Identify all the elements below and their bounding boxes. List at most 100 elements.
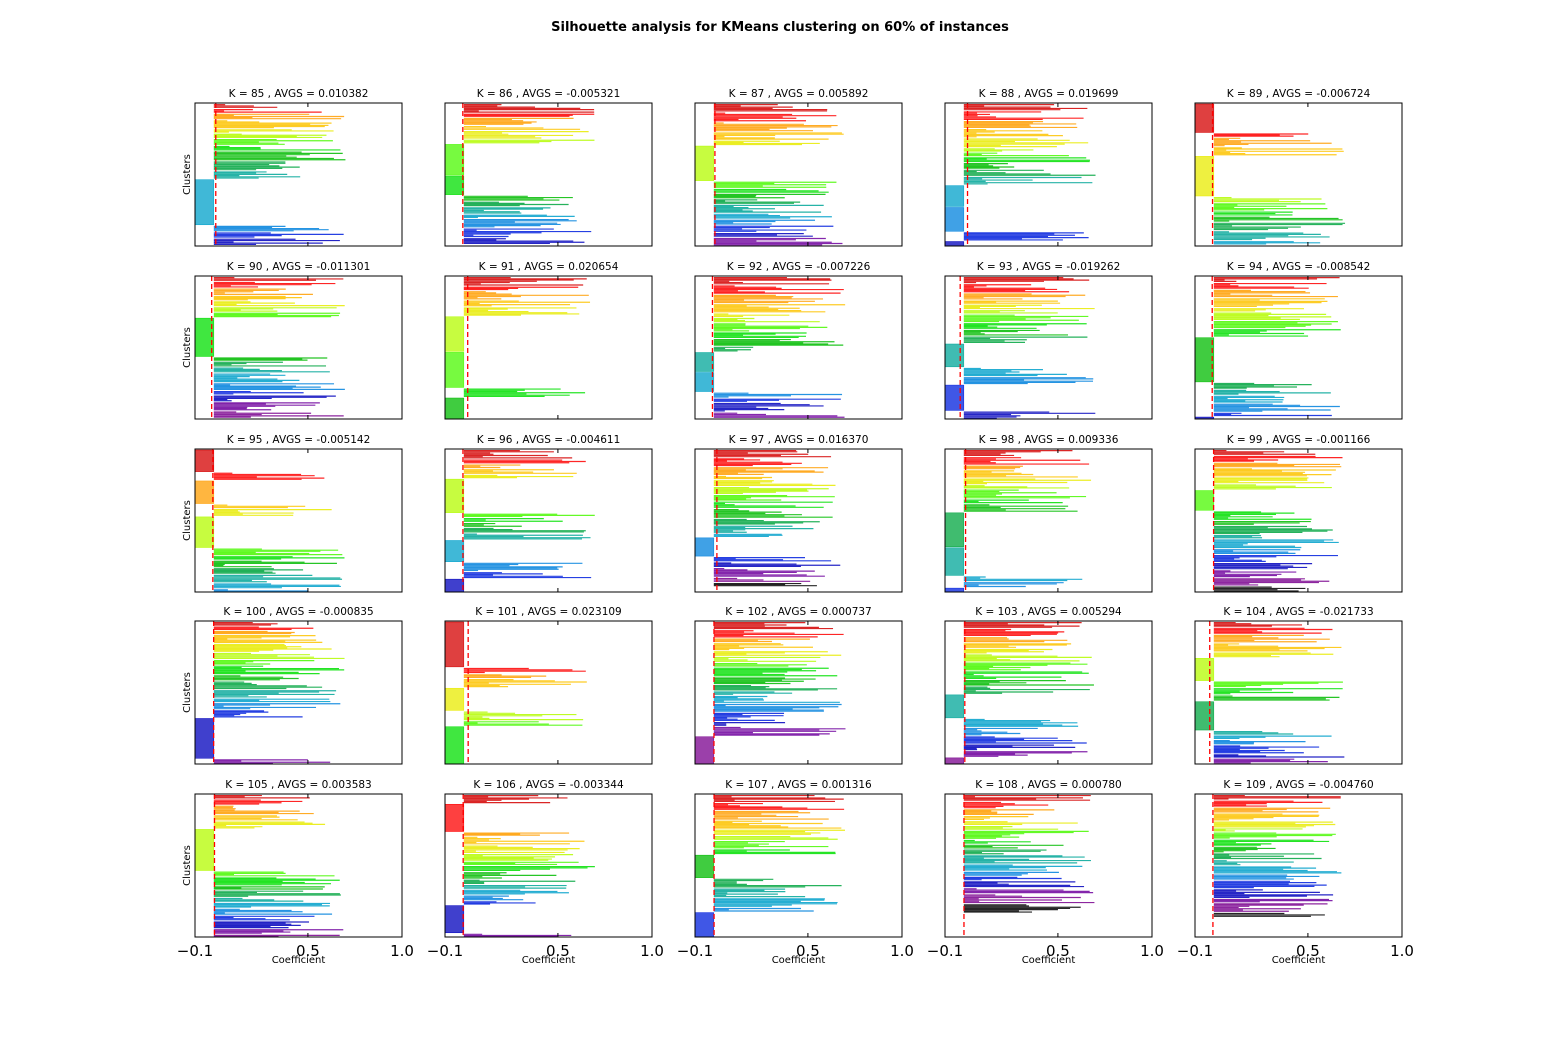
cluster-band	[1213, 860, 1294, 866]
cluster-band	[1213, 277, 1340, 282]
cluster-band	[945, 207, 965, 232]
cluster-band	[213, 915, 315, 921]
cluster-fill	[945, 185, 965, 207]
cluster-band	[963, 680, 1094, 686]
cluster-fill	[945, 757, 965, 764]
cluster-band	[963, 576, 1083, 582]
cluster-band	[963, 411, 1096, 419]
cluster-band	[1213, 853, 1322, 860]
cluster-band	[713, 199, 801, 204]
cluster-band	[713, 475, 773, 480]
x-tick-label: −0.1	[427, 942, 463, 960]
silhouette-marks	[963, 794, 1095, 913]
cluster-band	[213, 815, 298, 821]
cluster-band	[1213, 813, 1320, 821]
cluster-fill	[195, 179, 215, 226]
silhouette-panel-k103: K = 103 , AVGS = 0.005294	[944, 606, 1153, 765]
cluster-band	[1195, 658, 1215, 681]
cluster-band	[213, 698, 331, 703]
cluster-band	[463, 518, 563, 522]
cluster-band	[695, 352, 715, 372]
cluster-band	[713, 577, 811, 582]
cluster-band	[213, 799, 303, 805]
cluster-band	[213, 556, 345, 560]
cluster-band	[463, 854, 574, 861]
cluster-fill	[195, 516, 215, 548]
cluster-fill	[445, 478, 465, 513]
cluster-band	[1213, 754, 1345, 758]
cluster-band	[213, 307, 337, 312]
axes-frame	[944, 448, 1153, 593]
cluster-band	[1213, 137, 1332, 147]
cluster-band	[213, 877, 340, 886]
cluster-band	[963, 809, 1055, 815]
cluster-band	[695, 854, 715, 878]
cluster-band	[1213, 695, 1340, 701]
axes-frame	[444, 102, 653, 247]
cluster-fill	[445, 175, 465, 195]
cluster-band	[713, 480, 836, 486]
cluster-band	[463, 879, 576, 884]
cluster-band	[1213, 312, 1332, 320]
cluster-band	[963, 152, 1069, 157]
cluster-band	[963, 323, 1087, 329]
panel-title: K = 90 , AVGS = -0.011301	[227, 261, 371, 273]
cluster-band	[713, 193, 826, 199]
silhouette-marks	[945, 277, 1096, 419]
panel-title: K = 102 , AVGS = 0.000737	[725, 606, 871, 618]
cluster-fill	[945, 694, 965, 719]
cluster-band	[963, 662, 1088, 671]
silhouette-marks	[445, 450, 595, 592]
cluster-band	[463, 238, 585, 245]
cluster-band	[213, 295, 302, 301]
cluster-band	[1213, 731, 1294, 735]
cluster-band	[963, 138, 1089, 148]
panel-title: K = 103 , AVGS = 0.005294	[975, 606, 1122, 618]
axes-frame	[444, 793, 653, 938]
cluster-band	[213, 504, 306, 509]
cluster-band	[713, 232, 813, 237]
cluster-band	[963, 329, 1069, 336]
cluster-band	[963, 736, 1087, 744]
cluster-band	[963, 310, 1058, 314]
cluster-band	[713, 112, 837, 122]
cluster-band	[963, 718, 1079, 727]
silhouette-marks	[1195, 450, 1343, 592]
silhouette-panel-k108: K = 108 , AVGS = 0.000780 −0.1 0.5 1.0 Coeff…	[927, 779, 1164, 966]
cluster-band	[963, 648, 1053, 654]
axes-frame	[444, 620, 653, 765]
silhouette-marks	[195, 794, 344, 937]
axes-frame	[944, 275, 1153, 420]
cluster-band	[1213, 586, 1306, 592]
cluster-band	[695, 537, 715, 557]
cluster-band	[463, 513, 595, 518]
cluster-band	[445, 144, 465, 176]
axes-frame	[1194, 102, 1403, 247]
panel-title: K = 89 , AVGS = -0.006724	[1227, 88, 1371, 100]
cluster-band	[195, 829, 215, 871]
cluster-band	[463, 872, 557, 879]
cluster-band	[463, 474, 574, 479]
cluster-band	[713, 219, 816, 225]
cluster-band	[213, 151, 346, 161]
silhouette-panel-k99: K = 99 , AVGS = -0.001166	[1194, 434, 1403, 593]
cluster-fill	[445, 621, 465, 668]
cluster-band	[963, 628, 1065, 637]
cluster-band	[1213, 839, 1330, 846]
cluster-fill	[1195, 490, 1215, 511]
cluster-fill	[445, 803, 465, 832]
cluster-band	[1195, 490, 1215, 511]
cluster-band	[463, 674, 547, 679]
x-axis-label: Coefficient	[522, 955, 576, 966]
cluster-band	[945, 757, 965, 764]
cluster-fill	[945, 343, 965, 368]
cluster-band	[1213, 321, 1338, 329]
silhouette-panel-k94: K = 94 , AVGS = -0.008542	[1194, 261, 1403, 420]
cluster-band	[945, 343, 965, 368]
cluster-band	[1195, 416, 1215, 419]
panel-title: K = 97 , AVGS = 0.016370	[729, 434, 869, 446]
cluster-band	[213, 621, 278, 626]
cluster-band	[213, 929, 344, 934]
cluster-band	[713, 338, 844, 346]
x-tick-label: −0.1	[927, 942, 963, 960]
